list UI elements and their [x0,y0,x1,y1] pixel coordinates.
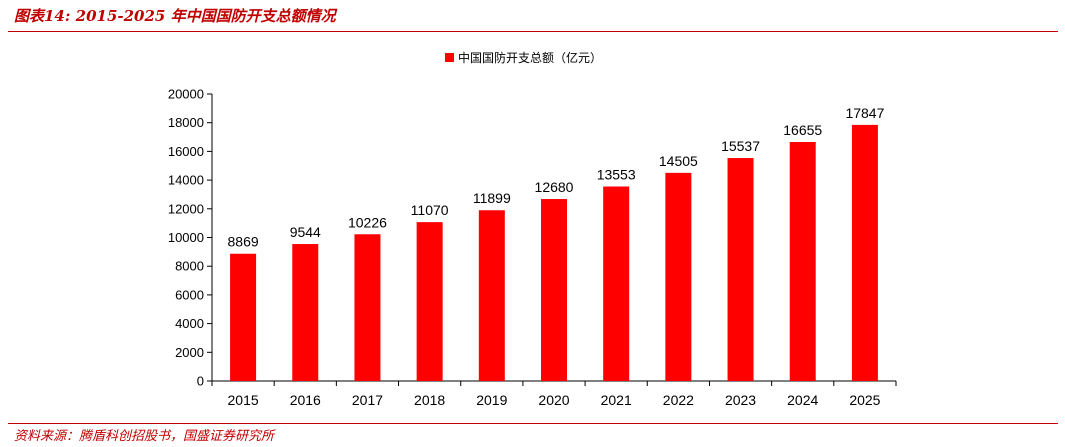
y-axis: 0 2000 4000 6000 8000 10000 12000 14000 16000 180… [168,87,213,389]
bar-2023 [727,158,754,381]
bar-2022 [665,172,692,381]
x-tick-label-2022: 2022 [663,392,694,408]
bar-2019 [478,210,505,381]
data-label-2025: 17847 [845,105,884,121]
data-label-2016: 9544 [290,224,321,240]
data-label-2023: 15537 [721,138,760,154]
y-tick-label: 14000 [168,173,204,188]
y-tick-label: 2000 [175,345,204,360]
bars [230,124,878,381]
y-tick-label: 0 [197,374,204,389]
data-label-2019: 11899 [473,190,511,206]
x-tick-label-2024: 2024 [787,392,818,408]
y-tick-label: 12000 [168,201,204,216]
legend-swatch [445,53,454,62]
data-label-2017: 10226 [348,214,387,230]
x-tick-label-2017: 2017 [352,392,383,408]
legend-label: 中国国防开支总额（亿元） [458,50,602,65]
top-divider [8,31,1058,32]
y-tick-label: 10000 [168,230,204,245]
x-tick-label-2025: 2025 [849,392,880,408]
x-tick-label-2021: 2021 [601,392,632,408]
x-tick-label-2016: 2016 [290,392,321,408]
data-label-2022: 14505 [659,153,698,169]
y-tick-label: 18000 [168,115,204,130]
x-axis: 2015 2016 2017 2018 2019 2020 2021 2022 2023 2024… [211,380,897,408]
data-label-2024: 16655 [783,122,822,138]
bottom-divider [8,423,1058,424]
x-tick-label-2020: 2020 [538,392,569,408]
legend: 中国国防开支总额（亿元） [445,50,602,65]
y-tick-label: 20000 [168,87,204,102]
y-tick-label: 4000 [175,316,204,331]
bar-2025 [851,124,878,381]
bar-2018 [416,222,443,381]
x-tick-label-2019: 2019 [476,392,507,408]
y-tick-label: 6000 [175,287,204,302]
data-label-2015: 8869 [228,234,259,250]
bar-2015 [230,253,257,381]
bar-2020 [541,199,567,381]
bar-2021 [603,186,630,381]
y-tick-label: 8000 [175,259,204,274]
x-tick-label-2023: 2023 [725,392,756,408]
data-label-2021: 13553 [597,167,636,183]
figure-title: 图表14: 2015-2025 年中国国防开支总额情况 [14,7,336,25]
x-tick-label-2018: 2018 [414,392,445,408]
bar-2024 [789,142,816,381]
data-labels: 8869 9544 10226 11070 11899 12680 13553 14505 15… [228,105,885,250]
y-tick-label: 16000 [168,144,204,159]
bar-2016 [292,244,319,381]
data-label-2018: 11070 [411,202,449,218]
bar-2017 [354,234,381,381]
x-tick-label-2015: 2015 [228,392,259,408]
source-note: 资料来源：腾盾科创招股书，国盛证券研究所 [14,429,275,444]
data-label-2020: 12680 [535,179,574,195]
